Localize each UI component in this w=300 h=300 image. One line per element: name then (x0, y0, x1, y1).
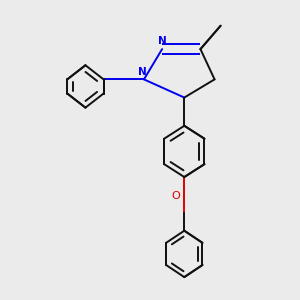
Text: N: N (158, 36, 167, 46)
Text: N: N (138, 68, 146, 77)
Text: O: O (171, 191, 180, 201)
